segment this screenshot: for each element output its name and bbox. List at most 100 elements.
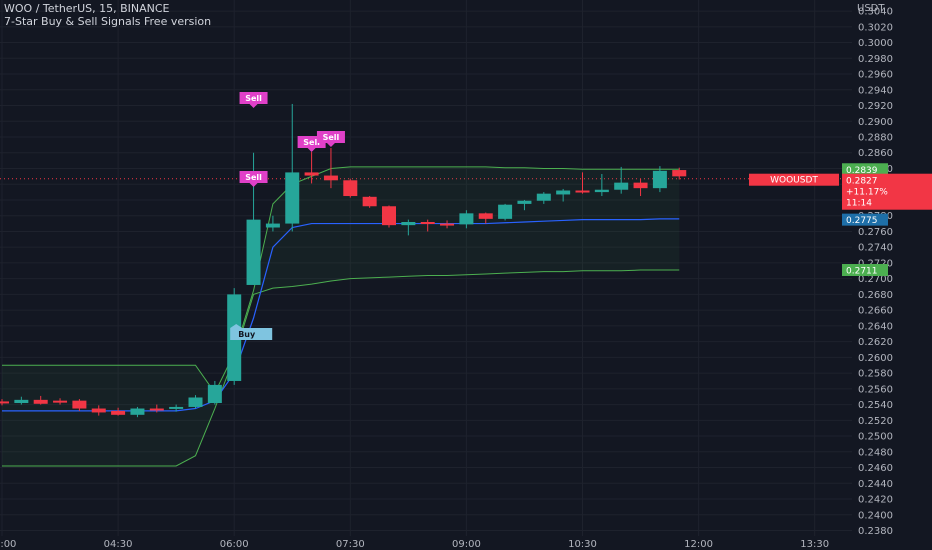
symbol-badge: WOOUSDT [770,176,818,186]
candle-body [323,175,338,181]
candle-body [285,172,300,224]
candle-body [304,172,319,176]
candle-body [169,406,184,409]
buy-label-text: Buy [238,330,256,339]
price-tick-label: 0.2560 [858,384,893,395]
last-price-bg [842,173,932,210]
candle-body [614,182,629,190]
candle-body [556,190,571,195]
lower-band-line [2,269,680,467]
price-tick-label: 0.2500 [858,432,893,443]
candle-body [459,213,474,225]
candle-body [362,196,377,207]
candle-body [498,204,513,219]
sell-label-text: Sell [303,138,320,147]
price-tick-label: 0.2860 [858,148,893,159]
candle-body [652,170,667,189]
price-tick-label: 0.2520 [858,416,893,427]
sell-label-text: Sell [245,173,262,182]
upper-band-line [2,166,680,394]
upper-band-badge: 0.2839 [846,166,878,176]
candle-body [130,408,145,415]
candle-body [91,408,106,413]
candle-body [672,170,687,177]
candle-body [149,408,164,411]
price-tick-label: 0.2540 [858,400,893,411]
candle-body [478,213,493,219]
time-tick-label: 13:30 [800,539,829,550]
buy-label-box [230,324,273,340]
candle-body [575,190,590,193]
price-tick-label: 0.2920 [858,101,893,112]
time-tick-label: 03:00 [0,539,16,550]
candle-body [72,400,87,409]
lower-band-badge-bg [842,264,888,277]
price-tick-label: 0.2720 [858,258,893,269]
price-tick-label: 0.2600 [858,353,893,364]
last-price-label: 0.2827 [846,177,878,187]
price-tick-label: 0.2440 [858,479,893,490]
candle-body [14,399,29,404]
candle-body [633,182,648,189]
price-tick-label: 0.3020 [858,22,893,33]
time-tick-label: 06:00 [220,539,249,550]
price-tick-label: 0.2760 [858,227,893,238]
candle-body [188,397,203,407]
price-tick-label: 0.2460 [858,463,893,474]
price-tick-label: 0.2580 [858,369,893,380]
price-tick-label: 0.2680 [858,290,893,301]
candles [0,103,687,418]
sell-signal: Sell [239,171,268,187]
price-tick-label: 0.2880 [858,133,893,144]
countdown-label: 11:14 [846,199,872,209]
price-tick-label: 0.2700 [858,274,893,285]
sell-label-box [316,131,345,147]
price-tick-label: 0.2400 [858,510,893,521]
price-tick-label: 0.3040 [858,7,893,18]
time-tick-label: 04:30 [104,539,133,550]
time-tick-label: 09:00 [452,539,481,550]
price-badges: 0.2839 0.2775 0.2711 0.2827+11.17%11:14 WOOU… [749,163,932,277]
sell-signal: Sell [239,92,268,108]
candle-body [0,401,9,404]
price-tick-label: 0.3000 [858,38,893,49]
time-tick-label: 07:30 [336,539,365,550]
chart-grid [0,0,852,536]
upper-band-badge-bg [842,163,888,176]
sell-signal: Sell [316,131,345,147]
candle-body [53,400,68,403]
price-tick-label: 0.2940 [858,85,893,96]
sell-label-box [239,171,268,187]
candle-body [401,221,416,226]
candle-body [33,399,48,404]
band-fill [2,166,680,466]
lower-band-badge: 0.2711 [846,267,878,277]
price-axis-unit: USDT [857,3,885,14]
symbol-badge-bg [749,173,839,186]
buy-signal: Buy [230,324,273,340]
sell-label-text: Sell [245,94,262,103]
candle-body [420,221,435,224]
candle-body [594,189,609,193]
candle-body [536,193,551,201]
indicator-bands [2,166,680,467]
price-tick-label: 0.2980 [858,54,893,65]
price-tick-label: 0.3060 [858,0,893,2]
time-tick-label: 10:30 [568,539,597,550]
sell-label-text: Sell [323,133,340,142]
indicator-name: 7-Star Buy & Sell Signals Free version [4,15,212,28]
middle-line-badge: 0.2775 [846,216,878,226]
candle-body [382,206,396,226]
candle-body [440,223,455,226]
price-tick-label: 0.2660 [858,306,893,317]
middle-line-badge-bg [842,213,888,226]
candle-body [265,223,280,228]
price-tick-label: 0.2640 [858,321,893,332]
change-label: +11.17% [846,188,888,198]
price-tick-label: 0.2420 [858,495,893,506]
price-tick-label: 0.2900 [858,117,893,128]
chart-title: WOO / TetherUS, 15, BINANCE [4,2,170,15]
price-tick-label: 0.2480 [858,447,893,458]
